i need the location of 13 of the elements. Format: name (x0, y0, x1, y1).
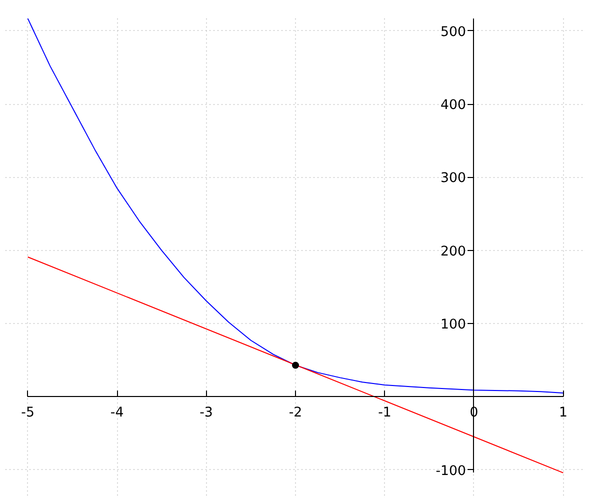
x-tick-label: -1 (378, 406, 392, 421)
y-tick-label: 300 (440, 171, 466, 186)
line-series (27, 18, 564, 394)
x-tick-label: -2 (288, 406, 302, 421)
y-tick-label: 400 (440, 98, 466, 114)
y-tick-label: 500 (440, 24, 466, 40)
y-tick-label: -100 (436, 464, 466, 479)
x-tick-label: -5 (21, 406, 34, 421)
y-tick-label: 100 (440, 318, 466, 333)
x-tick-label: -4 (110, 406, 124, 421)
x-tick-label: -3 (200, 406, 213, 421)
x-tick-label: 1 (558, 406, 568, 421)
y-tick-label: 200 (440, 244, 466, 260)
